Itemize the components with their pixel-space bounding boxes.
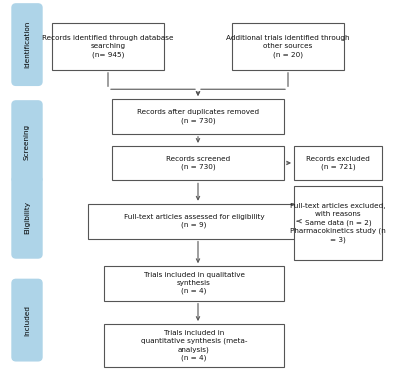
FancyBboxPatch shape (232, 23, 344, 70)
FancyBboxPatch shape (294, 146, 382, 180)
Text: Eligibility: Eligibility (24, 201, 30, 234)
Text: Records after duplicates removed
(n = 730): Records after duplicates removed (n = 73… (137, 109, 259, 124)
Text: Full-text articles excluded,
with reasons
Same data (n = 2)
Pharmacokinetics stu: Full-text articles excluded, with reason… (290, 203, 386, 243)
FancyBboxPatch shape (52, 23, 164, 70)
FancyBboxPatch shape (104, 324, 284, 367)
FancyBboxPatch shape (12, 4, 42, 85)
FancyBboxPatch shape (112, 146, 284, 180)
FancyBboxPatch shape (294, 186, 382, 260)
FancyBboxPatch shape (12, 279, 42, 361)
Text: Trials included in
quantitative synthesis (meta-
analysis)
(n = 4): Trials included in quantitative synthesi… (141, 329, 247, 361)
Text: Trials included in qualitative
synthesis
(n = 4): Trials included in qualitative synthesis… (144, 272, 244, 294)
Text: Full-text articles assessed for eligibility
(n = 9): Full-text articles assessed for eligibil… (124, 214, 264, 229)
FancyBboxPatch shape (112, 99, 284, 134)
Text: Records identified through database
searching
(n= 945): Records identified through database sear… (42, 35, 174, 58)
Text: Screening: Screening (24, 123, 30, 160)
FancyBboxPatch shape (88, 204, 300, 239)
Text: Included: Included (24, 305, 30, 336)
Text: Additional trials identified through
other sources
(n = 20): Additional trials identified through oth… (226, 35, 350, 58)
FancyBboxPatch shape (12, 101, 42, 182)
Text: Records excluded
(n = 721): Records excluded (n = 721) (306, 156, 370, 170)
Text: Records screened
(n = 730): Records screened (n = 730) (166, 156, 230, 170)
Text: Identification: Identification (24, 21, 30, 68)
FancyBboxPatch shape (104, 266, 284, 301)
FancyBboxPatch shape (12, 177, 42, 258)
